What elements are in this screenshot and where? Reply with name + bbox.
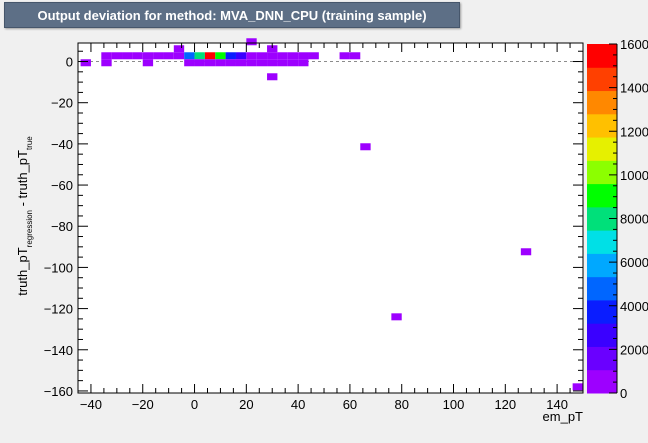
heatmap-cell — [277, 59, 288, 67]
heatmap-cell — [235, 52, 247, 60]
heatmap-cell — [80, 59, 91, 67]
x-tick-label: −20 — [132, 397, 154, 412]
heatmap-cell — [225, 52, 236, 60]
y-axis-title: truth_pTregression - truth_pTtrue — [15, 136, 34, 296]
heatmap-cell — [287, 52, 299, 60]
x-tick-label: 80 — [394, 397, 408, 412]
y-tick-label: 0 — [66, 55, 73, 70]
x-tick-label: 60 — [343, 397, 357, 412]
heatmap-cell — [142, 52, 154, 60]
chart-title: Output deviation for method: MVA_DNN_CPU… — [4, 2, 460, 28]
palette-tick-label: 2000 — [620, 342, 648, 357]
heatmap-cell — [572, 383, 583, 391]
palette-swatch — [587, 44, 617, 68]
palette-swatch — [587, 67, 617, 92]
heatmap-cell — [246, 59, 257, 67]
x-tick-label: 40 — [291, 397, 305, 412]
palette-tick-label: 8000 — [620, 212, 648, 227]
palette-swatch — [587, 183, 617, 208]
heatmap-cell — [204, 52, 216, 60]
palette-tick-label: 14000 — [620, 81, 648, 96]
x-tick-label: 0 — [191, 397, 198, 412]
y-tick-label: −100 — [44, 260, 73, 275]
palette-tick-label: 0 — [620, 386, 627, 401]
palette-swatch — [587, 369, 617, 394]
plot-frame — [77, 42, 584, 394]
palette-tick-label: 4000 — [620, 299, 648, 314]
color-palette: 0 2000 4000 6000 8000 10000 12000 14000 16000 — [587, 37, 648, 401]
y-tick-label: −80 — [51, 219, 73, 234]
heatmap-cell — [308, 52, 319, 60]
plot-background — [78, 43, 583, 393]
palette-swatch — [587, 113, 617, 138]
heatmap-cell — [163, 52, 174, 60]
palette-swatch — [587, 206, 617, 231]
y-tick-label: −20 — [51, 96, 73, 111]
heatmap-cell — [173, 52, 185, 60]
heatmap-cell — [111, 52, 123, 60]
x-tick-label: 120 — [494, 397, 516, 412]
palette-swatch — [587, 90, 617, 115]
heatmap-cell — [194, 59, 205, 67]
heatmap-cell — [173, 45, 185, 53]
palette-swatch — [587, 346, 617, 371]
palette-swatch — [587, 276, 617, 301]
palette-tick-label: 6000 — [620, 255, 648, 270]
heatmap-cell — [132, 52, 143, 60]
palette-tick-label: 16000 — [620, 37, 648, 52]
heatmap-cell — [267, 73, 278, 81]
axes: −40 −20 0 20 40 60 80 100 120 140 0 −20 −40 −60 −80 −10… — [44, 42, 584, 412]
heatmap-cell — [256, 52, 268, 60]
heatmap-cell — [360, 143, 371, 151]
palette-tick-label: 10000 — [620, 168, 648, 183]
heatmap-cell — [246, 52, 257, 60]
heatmap-cell — [153, 52, 164, 60]
x-axis-title: em_pT — [543, 409, 584, 424]
heatmap-cell — [287, 59, 299, 67]
heatmap-cell — [101, 59, 112, 67]
heatmap-cell — [391, 313, 402, 321]
heatmap-cell — [101, 52, 112, 60]
heatmap-cell — [215, 52, 226, 60]
heatmap-cell — [246, 38, 257, 46]
palette-swatch — [587, 253, 617, 278]
heatmap-cell — [267, 59, 278, 67]
heatmap-cell — [122, 52, 133, 60]
palette-swatch — [587, 299, 617, 324]
heatmap-cell — [349, 52, 361, 60]
palette-swatch — [587, 323, 617, 347]
x-tick-label: 140 — [546, 397, 568, 412]
heatmap-cell — [298, 52, 309, 60]
heatmap-cell — [256, 59, 268, 67]
heatmap-cell — [267, 52, 278, 60]
x-tick-label: −40 — [80, 397, 102, 412]
heatmap-cell — [298, 59, 309, 67]
heatmap-cell — [520, 248, 532, 256]
palette-swatch — [587, 230, 617, 254]
x-tick-label: 100 — [443, 397, 465, 412]
palette-swatch — [587, 137, 617, 161]
heatmap-cell — [142, 59, 154, 67]
heatmap-cell — [194, 52, 205, 60]
heatmap-cell — [225, 59, 236, 67]
palette-swatch — [587, 160, 617, 185]
heatmap-cell — [215, 59, 226, 67]
y-tick-label: −60 — [51, 178, 73, 193]
heatmap-cells — [80, 38, 583, 391]
heatmap-cell — [339, 52, 350, 60]
x-tick-label: 20 — [239, 397, 253, 412]
heatmap-cell — [267, 45, 278, 53]
heatmap-cell — [184, 52, 195, 60]
heatmap-cell — [204, 59, 216, 67]
heatmap-cell — [235, 59, 247, 67]
heatmap-cell — [277, 52, 288, 60]
y-tick-label: −140 — [44, 343, 73, 358]
y-tick-label: −120 — [44, 302, 73, 317]
plot-area — [78, 43, 583, 393]
y-tick-label: −40 — [51, 137, 73, 152]
y-tick-label: −160 — [44, 384, 73, 399]
palette-tick-label: 12000 — [620, 124, 648, 139]
heatmap-cell — [184, 59, 195, 67]
